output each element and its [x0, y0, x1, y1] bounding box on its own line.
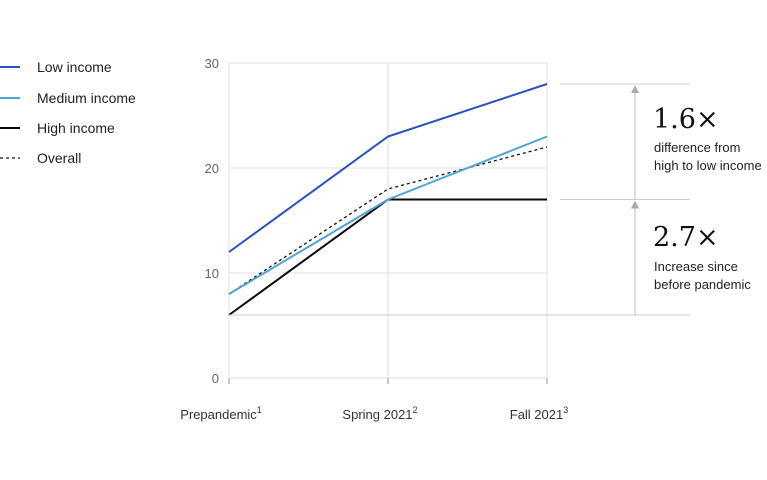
arrow-up-icon — [631, 85, 639, 93]
series-line-overall — [228, 146, 548, 295]
grid — [228, 62, 548, 379]
legend-label: High income — [37, 120, 115, 136]
annotation-text: before pandemic — [654, 277, 751, 292]
legend-label: Overall — [37, 150, 81, 166]
y-tick-label: 10 — [205, 266, 219, 281]
legend-label: Low income — [37, 59, 112, 75]
annotation-text: high to low income — [654, 158, 762, 173]
annotation-text: Increase since — [654, 259, 738, 274]
y-axis: 0 10 20 30 — [205, 56, 219, 386]
series-line-low-income — [228, 83, 548, 253]
annotation-text: difference from — [654, 140, 740, 155]
y-tick-label: 20 — [205, 161, 219, 176]
annotation-value: 2.7× — [653, 222, 719, 253]
x-axis: Prepandemic1 Spring 20212 Fall 20213 — [180, 378, 568, 422]
series-lines — [228, 83, 548, 316]
series-line-medium-income — [228, 135, 548, 295]
legend: Low income Medium income High income Overal… — [0, 59, 136, 166]
y-tick-label: 0 — [212, 371, 219, 386]
arrow-up-icon — [631, 200, 639, 209]
annotation-value: 1.6× — [653, 104, 719, 135]
x-tick-label: Prepandemic1 — [180, 405, 262, 422]
annotations: 1.6× difference from high to low income 2.7… — [229, 83, 762, 316]
x-tick-label: Fall 20213 — [510, 405, 569, 422]
x-tick-label: Spring 20212 — [342, 405, 417, 422]
y-tick-label: 30 — [205, 56, 219, 71]
legend-label: Medium income — [37, 90, 136, 106]
